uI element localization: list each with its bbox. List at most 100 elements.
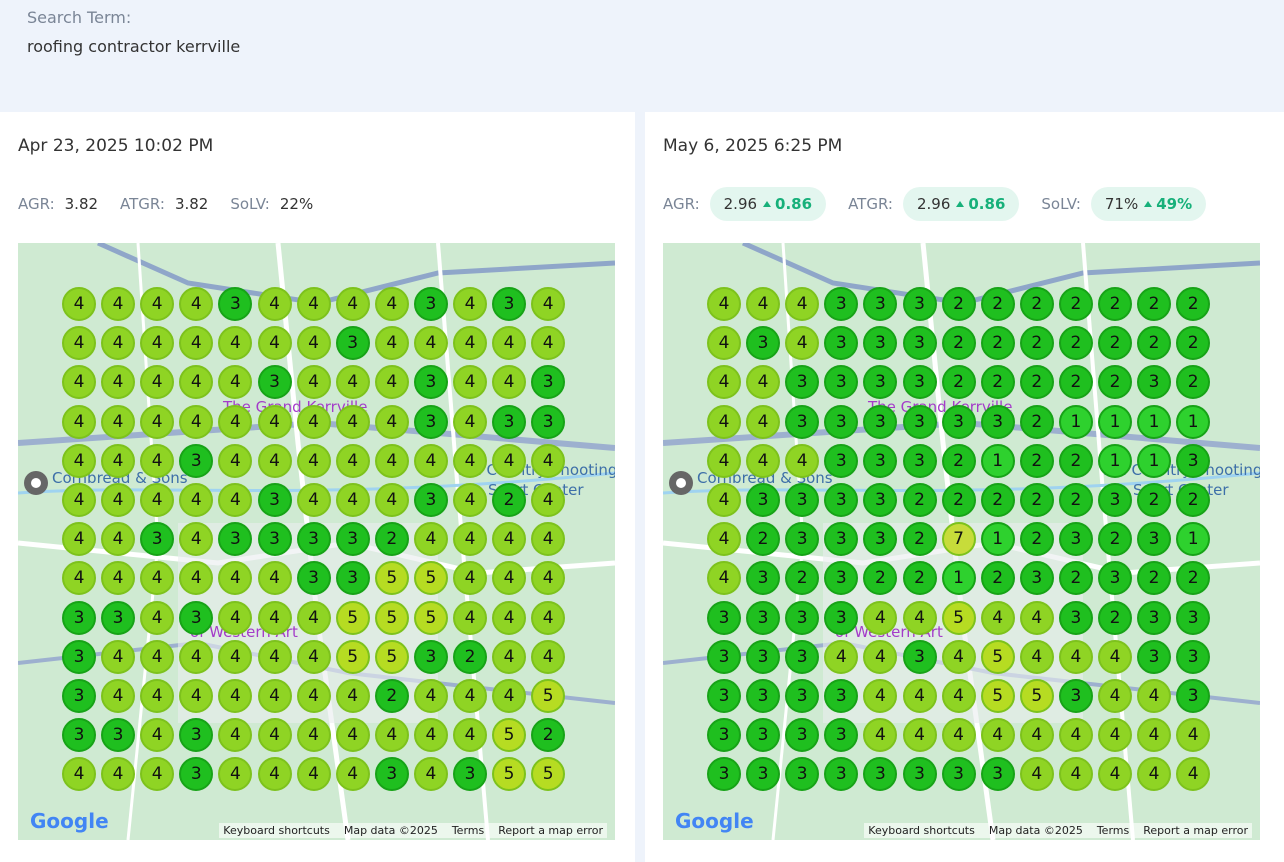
rank-pin[interactable]: 4 [296, 443, 331, 478]
rank-pin[interactable]: 3 [902, 326, 937, 361]
rank-pin[interactable]: 3 [746, 483, 781, 517]
rank-pin[interactable]: 2 [531, 718, 566, 753]
rank-pin[interactable]: 4 [1098, 718, 1132, 753]
rank-pin[interactable]: 4 [140, 639, 175, 674]
rank-pin[interactable]: 4 [335, 404, 370, 439]
rank-pin[interactable]: 5 [374, 639, 409, 674]
rank-pin[interactable]: 4 [257, 639, 292, 674]
rank-pin[interactable]: 4 [296, 718, 331, 753]
rank-pin[interactable]: 3 [785, 522, 820, 557]
rank-pin[interactable]: 2 [902, 522, 937, 557]
rank-pin[interactable]: 4 [257, 718, 292, 753]
rank-pin[interactable]: 4 [140, 561, 175, 596]
rank-pin[interactable]: 3 [863, 287, 898, 321]
rank-pin[interactable]: 4 [746, 365, 781, 400]
rank-pin[interactable]: 2 [374, 679, 409, 713]
rank-pin[interactable]: 3 [1137, 365, 1172, 400]
rank-pin[interactable]: 3 [746, 757, 781, 792]
rank-pin[interactable]: 3 [257, 483, 292, 517]
rank-pin[interactable]: 4 [335, 679, 370, 713]
rank-pin[interactable]: 4 [492, 679, 527, 713]
rank-pin[interactable]: 4 [492, 443, 527, 478]
rank-pin[interactable]: 4 [531, 600, 566, 635]
rank-pin[interactable]: 3 [492, 404, 527, 439]
rank-pin[interactable]: 4 [179, 639, 214, 674]
rank-pin[interactable]: 4 [218, 757, 253, 792]
rank-pin[interactable]: 3 [218, 522, 253, 557]
rank-pin[interactable]: 4 [746, 287, 781, 321]
rank-pin[interactable]: 4 [492, 639, 527, 674]
rank-pin[interactable]: 4 [453, 365, 487, 400]
rank-pin[interactable]: 3 [980, 404, 1015, 439]
rank-pin[interactable]: 3 [785, 679, 820, 713]
rank-pin[interactable]: 3 [1176, 639, 1211, 674]
rank-pin[interactable]: 3 [902, 757, 937, 792]
rank-pin[interactable]: 3 [1019, 561, 1054, 596]
rank-pin[interactable]: 3 [863, 404, 898, 439]
rank-pin[interactable]: 4 [1137, 718, 1172, 753]
rank-pin[interactable]: 4 [218, 365, 253, 400]
rank-pin[interactable]: 3 [746, 600, 781, 635]
rank-pin[interactable]: 2 [941, 287, 976, 321]
rank-pin[interactable]: 3 [413, 365, 448, 400]
rank-pin[interactable]: 4 [453, 679, 487, 713]
rank-pin[interactable]: 4 [531, 522, 566, 557]
rank-pin[interactable]: 3 [746, 639, 781, 674]
rank-pin[interactable]: 4 [1058, 639, 1093, 674]
rank-pin[interactable]: 3 [707, 757, 741, 792]
rank-pin[interactable]: 4 [453, 718, 487, 753]
rank-pin[interactable]: 2 [1137, 561, 1172, 596]
rank-pin[interactable]: 3 [863, 365, 898, 400]
rank-pin[interactable]: 1 [1176, 404, 1211, 439]
rank-pin[interactable]: 5 [335, 639, 370, 674]
rank-pin[interactable]: 3 [179, 443, 214, 478]
rank-pin[interactable]: 4 [179, 326, 214, 361]
rank-pin[interactable]: 4 [453, 600, 487, 635]
rank-pin[interactable]: 4 [1137, 757, 1172, 792]
rank-pin[interactable]: 4 [62, 287, 96, 321]
rank-pin[interactable]: 3 [1176, 600, 1211, 635]
rank-pin[interactable]: 4 [218, 443, 253, 478]
rank-pin[interactable]: 4 [296, 404, 331, 439]
rank-pin[interactable]: 4 [531, 443, 566, 478]
rank-pin[interactable]: 2 [980, 483, 1015, 517]
rank-pin[interactable]: 3 [785, 404, 820, 439]
rank-pin[interactable]: 3 [902, 639, 937, 674]
rank-pin[interactable]: 3 [101, 718, 136, 753]
rank-pin[interactable]: 4 [902, 679, 937, 713]
rank-pin[interactable]: 5 [374, 561, 409, 596]
rank-pin[interactable]: 4 [62, 326, 96, 361]
rank-pin[interactable]: 2 [453, 639, 487, 674]
rank-pin[interactable]: 4 [101, 757, 136, 792]
rank-pin[interactable]: 5 [1019, 679, 1054, 713]
rank-pin[interactable]: 3 [941, 404, 976, 439]
rank-pin[interactable]: 4 [1058, 718, 1093, 753]
rank-pin[interactable]: 4 [335, 483, 370, 517]
rank-pin[interactable]: 3 [785, 365, 820, 400]
rank-pin[interactable]: 1 [941, 561, 976, 596]
rank-pin[interactable]: 3 [785, 718, 820, 753]
rank-pin[interactable]: 4 [707, 483, 741, 517]
rank-pin[interactable]: 3 [531, 365, 566, 400]
rank-pin[interactable]: 4 [101, 483, 136, 517]
rank-pin[interactable]: 1 [980, 443, 1015, 478]
rank-pin[interactable]: 4 [492, 326, 527, 361]
rank-pin[interactable]: 2 [1098, 600, 1132, 635]
rank-pin[interactable]: 3 [335, 522, 370, 557]
rank-pin[interactable]: 2 [1176, 561, 1211, 596]
rank-pin[interactable]: 4 [1176, 718, 1211, 753]
rank-pin[interactable]: 4 [707, 522, 741, 557]
rank-pin[interactable]: 4 [257, 443, 292, 478]
rank-pin[interactable]: 4 [785, 326, 820, 361]
rank-pin[interactable]: 4 [140, 600, 175, 635]
rank-pin[interactable]: 4 [257, 561, 292, 596]
rank-pin[interactable]: 3 [492, 287, 527, 321]
rank-pin[interactable]: 3 [785, 757, 820, 792]
map-footer-link[interactable]: Terms [1096, 824, 1130, 837]
rank-pin[interactable]: 3 [863, 522, 898, 557]
rank-pin[interactable]: 4 [335, 718, 370, 753]
rank-pin[interactable]: 2 [1019, 522, 1054, 557]
rank-pin[interactable]: 3 [746, 326, 781, 361]
rank-pin[interactable]: 4 [179, 522, 214, 557]
rank-pin[interactable]: 3 [863, 757, 898, 792]
